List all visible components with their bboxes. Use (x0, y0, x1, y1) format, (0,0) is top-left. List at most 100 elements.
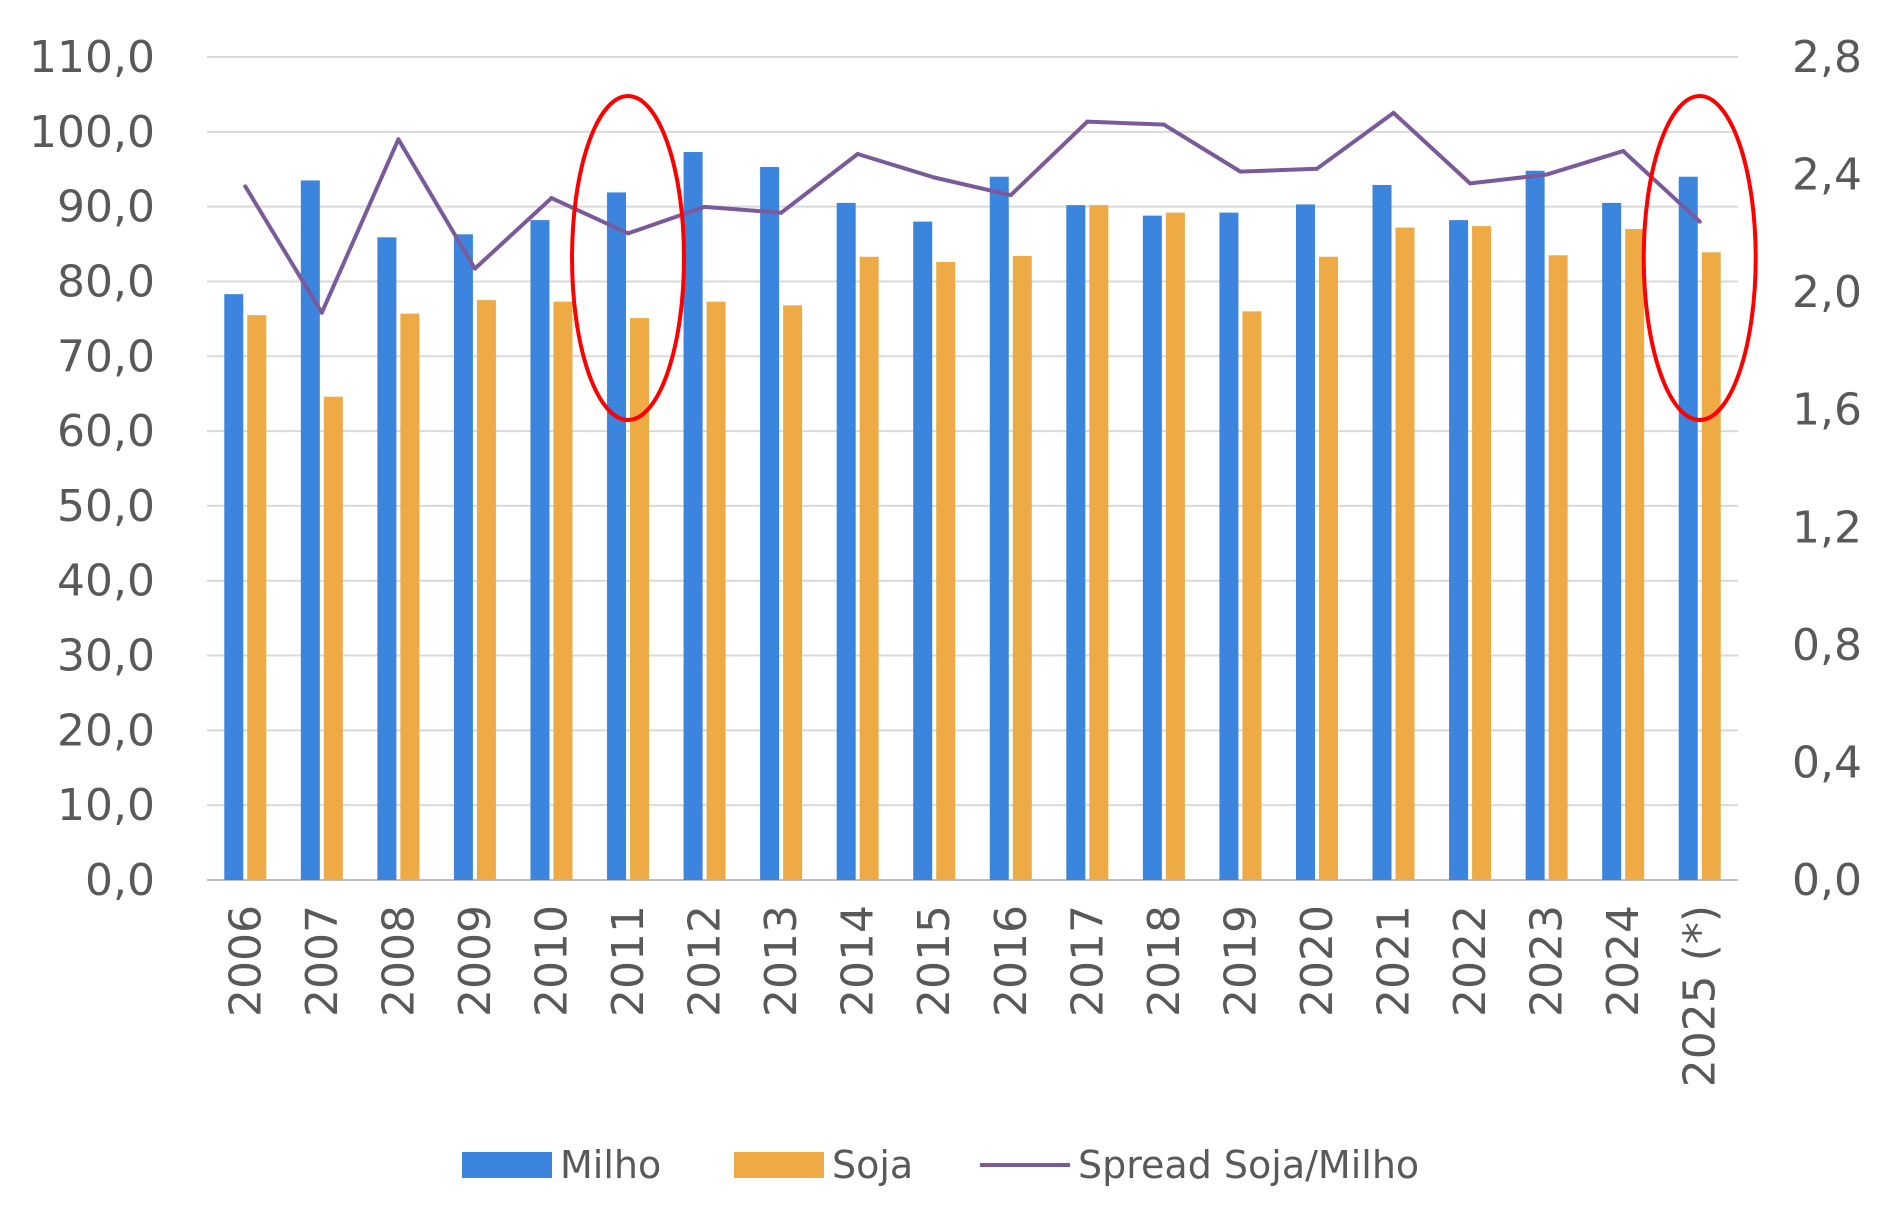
spread-point (1085, 119, 1090, 124)
bar-milho (1295, 204, 1315, 880)
bar-milho (1066, 205, 1086, 880)
spread-point (319, 310, 324, 315)
y-left-tick-label: 100,0 (29, 107, 155, 158)
bar-soja (1472, 226, 1492, 880)
spread-point (855, 151, 860, 156)
x-tick-label: 2014 (833, 905, 884, 1017)
spread-polyline (243, 110, 1702, 315)
bar-soja (1318, 256, 1338, 881)
x-tick-label: 2009 (450, 905, 501, 1017)
y-left-tick-label: 70,0 (57, 331, 155, 382)
bar-milho (1372, 184, 1392, 880)
y-left-tick-label: 0,0 (85, 855, 155, 906)
y-right-tick-label: 2,8 (1792, 32, 1862, 83)
bar-milho (224, 294, 244, 880)
bar-soja (859, 256, 879, 881)
x-tick-label: 2024 (1598, 905, 1649, 1017)
bar-soja (1548, 255, 1568, 880)
x-tick-label: 2011 (603, 905, 654, 1017)
bars (224, 152, 1721, 881)
bar-soja (476, 300, 496, 881)
x-tick-label: 2021 (1369, 905, 1420, 1017)
x-tick-label: 2007 (297, 905, 348, 1017)
bar-milho (530, 220, 550, 880)
spread-point (702, 204, 707, 209)
spread-line (243, 110, 1702, 315)
y-left-tick-label: 90,0 (57, 182, 155, 233)
legend: Milho Soja Spread Soja/Milho (462, 1143, 1419, 1187)
spread-point (1314, 166, 1319, 171)
bar-soja (630, 318, 650, 880)
x-tick-label: 2022 (1445, 905, 1496, 1017)
highlight-ellipse (570, 94, 687, 422)
bar-milho (377, 237, 397, 880)
highlight-ellipse (1641, 94, 1758, 422)
spread-point (1391, 110, 1396, 115)
y-right-tick-label: 0,0 (1792, 855, 1862, 906)
y-right-tick-label: 1,2 (1792, 502, 1862, 553)
spread-point (1621, 149, 1626, 154)
bar-soja (783, 305, 803, 880)
spread-point (1238, 169, 1243, 174)
x-tick-label: 2018 (1139, 905, 1190, 1017)
legend-swatch-soja (734, 1152, 824, 1178)
legend-label-milho: Milho (560, 1143, 661, 1187)
annotations (570, 94, 1758, 422)
y-left-tick-label: 10,0 (57, 780, 155, 831)
legend-label-spread: Spread Soja/Milho (1078, 1143, 1419, 1187)
y-axis-right: 0,0 0,4 0,8 1,2 1,6 2,0 2,4 2,8 (1792, 32, 1862, 906)
y-right-tick-label: 2,4 (1792, 150, 1862, 201)
spread-point (1161, 122, 1166, 127)
spread-point (1008, 193, 1013, 198)
spread-point (243, 184, 248, 189)
bar-milho (836, 202, 856, 881)
y-left-tick-label: 40,0 (57, 556, 155, 607)
x-tick-label: 2016 (986, 905, 1037, 1017)
bar-milho (989, 176, 1009, 880)
y-left-tick-label: 80,0 (57, 256, 155, 307)
bar-milho (607, 192, 627, 881)
bar-milho (1219, 212, 1239, 880)
bar-milho (300, 180, 320, 880)
bar-soja (553, 301, 573, 880)
bar-soja (936, 262, 956, 880)
bar-milho (453, 234, 473, 880)
x-tick-label: 2019 (1215, 905, 1266, 1017)
x-tick-label: 2010 (526, 905, 577, 1017)
spread-point (396, 137, 401, 142)
y-left-tick-label: 110,0 (29, 32, 155, 83)
bar-milho (1142, 215, 1162, 880)
x-tick-label: 2017 (1062, 905, 1113, 1017)
y-left-tick-label: 60,0 (57, 406, 155, 457)
bar-soja (706, 301, 726, 880)
x-tick-label: 2015 (909, 905, 960, 1017)
bar-soja (1165, 212, 1185, 880)
bar-soja (1242, 311, 1262, 880)
spread-point (549, 196, 554, 201)
y-axis-left: 0,0 10,0 20,0 30,0 40,0 50,0 60,0 70,0 80,0 90,0 1… (29, 32, 155, 906)
y-right-tick-label: 2,0 (1792, 267, 1862, 318)
spread-point (1697, 219, 1702, 224)
bar-milho (760, 166, 780, 880)
x-tick-label: 2025 (*) (1675, 905, 1726, 1087)
spread-point (626, 231, 631, 236)
bar-milho (913, 221, 933, 881)
spread-point (779, 210, 784, 215)
bar-milho (1602, 202, 1622, 881)
bar-soja (247, 315, 267, 880)
bar-soja (1701, 252, 1721, 880)
bar-soja (1395, 227, 1415, 880)
bar-soja (1625, 229, 1645, 881)
spread-point (932, 175, 937, 180)
bar-soja (1012, 256, 1032, 880)
x-axis: 2006 2007 2008 2009 2010 2011 2012 2013 2014 2015… (220, 905, 1725, 1087)
y-left-tick-label: 50,0 (57, 481, 155, 532)
bar-soja (323, 396, 343, 880)
bar-soja (1089, 205, 1109, 880)
bar-milho (1678, 176, 1698, 880)
legend-swatch-milho (462, 1152, 552, 1178)
spread-point (472, 266, 477, 271)
y-left-tick-label: 30,0 (57, 631, 155, 682)
x-tick-label: 2006 (220, 905, 271, 1017)
